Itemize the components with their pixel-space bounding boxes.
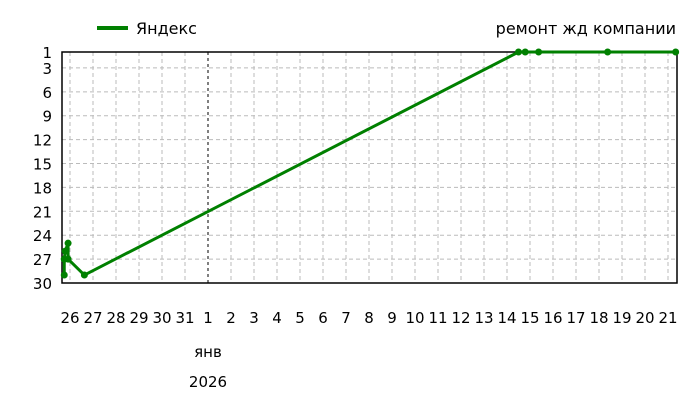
x-tick-label: 20 xyxy=(635,309,654,327)
x-tick-label: 21 xyxy=(658,309,677,327)
data-point xyxy=(64,239,72,247)
legend-label: Яндекс xyxy=(136,19,197,38)
x-tick-label: 13 xyxy=(474,309,493,327)
data-point xyxy=(604,48,612,56)
x-tick-label: 12 xyxy=(451,309,470,327)
data-point xyxy=(521,48,529,56)
data-point xyxy=(672,48,680,56)
data-point xyxy=(61,247,69,255)
x-tick-label: 30 xyxy=(152,309,171,327)
y-axis-labels: 13 6 9 12 15 18 21 24 27 30 xyxy=(33,44,52,293)
year-label: 2026 xyxy=(189,373,227,391)
chart-title: ремонт жд компании xyxy=(496,19,676,38)
x-tick-label: 2 xyxy=(226,309,236,327)
x-tick-label: 9 xyxy=(387,309,397,327)
y-tick-label: 21 xyxy=(33,203,52,221)
x-tick-label: 6 xyxy=(318,309,328,327)
data-point xyxy=(535,48,543,56)
x-tick-label: 26 xyxy=(60,309,79,327)
x-tick-label: 15 xyxy=(520,309,539,327)
data-point xyxy=(64,255,72,263)
x-tick-label: 5 xyxy=(295,309,305,327)
x-tick-label: 7 xyxy=(341,309,351,327)
x-tick-label: 27 xyxy=(83,309,102,327)
y-tick-label: 27 xyxy=(33,251,52,269)
x-tick-label: 3 xyxy=(249,309,259,327)
x-tick-label: 16 xyxy=(543,309,562,327)
y-tick-label: 1 xyxy=(42,44,52,62)
x-tick-label: 19 xyxy=(612,309,631,327)
y-tick-label: 6 xyxy=(42,84,52,102)
plot-frame xyxy=(61,51,678,284)
legend[interactable]: Яндекс xyxy=(97,19,197,38)
y-tick-label: 3 xyxy=(42,60,52,78)
x-tick-label: 11 xyxy=(428,309,447,327)
x-tick-label: 17 xyxy=(566,309,585,327)
x-axis-labels: 26 27 28 29 30 31 1 2 3 4 5 6 7 8 9 10 11 12 13 14 15 16 17 18 1… xyxy=(60,309,677,327)
grid xyxy=(62,52,677,283)
series-group xyxy=(60,48,680,279)
x-tick-label: 10 xyxy=(405,309,424,327)
data-point xyxy=(80,271,88,279)
x-tick-label: 8 xyxy=(364,309,374,327)
x-tick-label: 1 xyxy=(203,309,213,327)
x-tick-label: 31 xyxy=(175,309,194,327)
x-tick-label: 14 xyxy=(497,309,516,327)
x-tick-label: 18 xyxy=(589,309,608,327)
data-point xyxy=(515,48,522,56)
x-tick-label: 4 xyxy=(272,309,282,327)
y-tick-label: 24 xyxy=(33,227,52,245)
y-tick-label: 12 xyxy=(33,132,52,150)
y-tick-label: 18 xyxy=(33,179,52,197)
y-tick-label: 15 xyxy=(33,156,52,174)
data-point xyxy=(60,271,68,279)
x-tick-label: 28 xyxy=(106,309,125,327)
month-label: янв xyxy=(194,343,222,361)
y-tick-label: 30 xyxy=(33,275,52,293)
x-tick-label: 29 xyxy=(129,309,148,327)
y-tick-label: 9 xyxy=(42,108,52,126)
